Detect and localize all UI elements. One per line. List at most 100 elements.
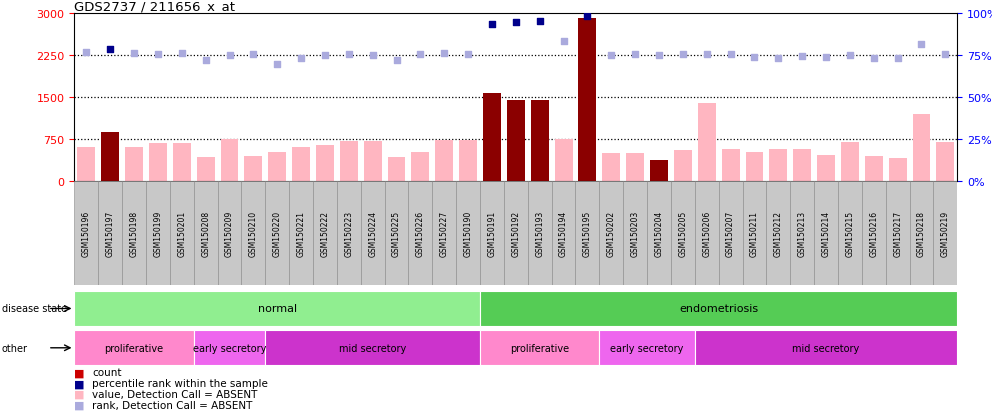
Point [174,51,189,57]
Text: GSM150195: GSM150195 [583,210,592,256]
Bar [913,115,930,182]
Bar [241,182,265,285]
Bar [743,182,767,285]
Bar [265,330,480,366]
Text: GSM150224: GSM150224 [368,210,377,256]
Text: GSM150221: GSM150221 [297,210,306,256]
Bar [289,182,313,285]
Text: GSM150216: GSM150216 [869,210,878,256]
Bar [599,330,694,366]
Text: GSM150203: GSM150203 [631,210,640,256]
Text: GSM150207: GSM150207 [726,210,735,256]
Point [747,55,763,61]
Text: GSM150202: GSM150202 [607,210,616,256]
Text: GDS2737 / 211656_x_at: GDS2737 / 211656_x_at [74,0,235,13]
Bar [578,19,596,182]
Text: ■: ■ [74,378,85,388]
Point [413,51,429,58]
Bar [694,182,718,285]
Bar [412,153,430,182]
Point [436,51,452,57]
Text: ■: ■ [74,389,85,399]
Text: GSM150190: GSM150190 [463,210,472,256]
Text: GSM150194: GSM150194 [559,210,568,256]
Bar [599,182,623,285]
Bar [74,291,480,326]
Bar [101,133,119,182]
Text: GSM150209: GSM150209 [225,210,234,256]
Bar [193,182,217,285]
Point [150,52,166,59]
Bar [170,182,193,285]
Point [890,56,906,62]
Bar [217,182,241,285]
Bar [480,330,599,366]
Point [341,51,357,58]
Text: early secretory: early secretory [192,343,266,353]
Bar [456,182,480,285]
Text: value, Detection Call = ABSENT: value, Detection Call = ABSENT [92,389,258,399]
Bar [244,157,262,182]
Bar [933,182,957,285]
Bar [575,182,599,285]
Bar [480,182,504,285]
Bar [385,182,409,285]
Bar [507,101,525,182]
Bar [193,330,265,366]
Bar [388,158,406,182]
Bar [647,182,671,285]
Point [842,52,858,59]
Point [818,54,834,61]
Text: disease state: disease state [2,304,67,314]
Text: GSM150196: GSM150196 [81,210,91,256]
Point [698,51,714,58]
Text: GSM150205: GSM150205 [679,210,687,256]
Bar [173,144,190,182]
Bar [767,182,791,285]
Bar [841,143,859,182]
Text: GSM150212: GSM150212 [774,210,783,256]
Text: GSM150198: GSM150198 [130,210,139,256]
Text: GSM150223: GSM150223 [344,210,353,256]
Bar [552,182,575,285]
Point [627,52,643,59]
Point [556,39,571,46]
Point [651,52,667,59]
Point [221,52,237,59]
Text: GSM150210: GSM150210 [249,210,258,256]
Text: GSM150197: GSM150197 [106,210,115,256]
Text: mid secretory: mid secretory [793,343,860,353]
Text: percentile rank within the sample: percentile rank within the sample [92,378,268,388]
Point [269,62,285,68]
Bar [480,291,957,326]
Bar [910,182,933,285]
Bar [626,154,644,182]
Point [914,42,930,48]
Point [365,52,381,59]
Point [866,56,882,62]
Point [197,58,213,64]
Bar [602,154,620,182]
Point [675,51,690,58]
Bar [409,182,433,285]
Bar [791,182,814,285]
Bar [889,158,907,182]
Text: GSM150215: GSM150215 [845,210,854,256]
Bar [671,182,694,285]
Bar [694,330,957,366]
Bar [838,182,862,285]
Bar [746,153,764,182]
Bar [770,150,788,182]
Bar [862,182,886,285]
Point [722,51,738,58]
Text: GSM150214: GSM150214 [821,210,830,256]
Bar [98,182,122,285]
Text: normal: normal [258,304,297,314]
Text: GSM150211: GSM150211 [750,210,759,256]
Text: GSM150191: GSM150191 [487,210,496,256]
Bar [435,141,453,182]
Point [771,56,787,62]
Bar [77,147,95,182]
Text: ■: ■ [74,400,85,410]
Point [795,54,810,60]
